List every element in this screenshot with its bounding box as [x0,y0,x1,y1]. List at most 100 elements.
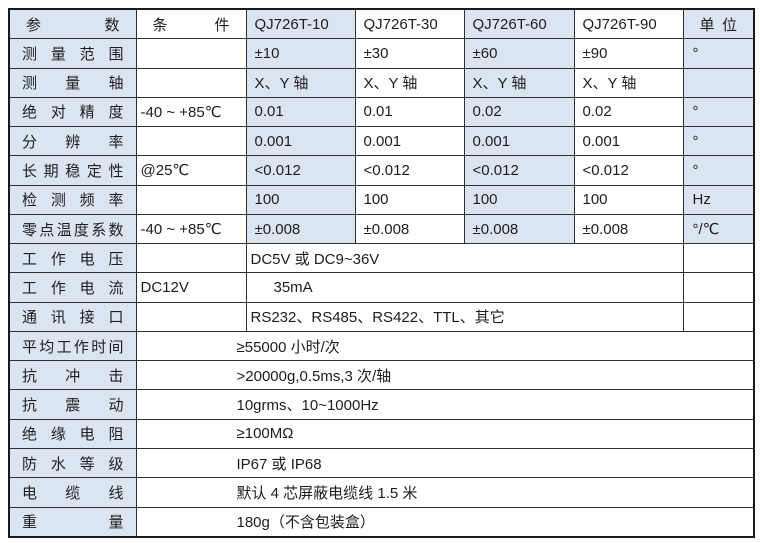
table-row-zero-temp-coefficient: 零点温度系数 -40 ~ +85℃ ±0.008 ±0.008 ±0.008 ±… [8,213,755,245]
param-label: 工作电流 [22,280,124,298]
header-condition: 条件 [135,8,247,40]
value-cell: ±60 [463,38,575,69]
unit-cell: Hz [682,184,755,215]
value-cell: 0.02 [463,96,575,128]
table-row-measure-range: 测量范围 ±10 ±30 ±60 ±90 ° [8,38,755,69]
unit-cell: °/℃ [682,213,755,245]
value-cell: 0.001 [463,126,575,157]
param-label: 重量 [22,514,124,532]
unit-cell [682,272,755,303]
value-cell: X、Y 轴 [354,67,465,98]
header-unit-label: 单位 [699,16,738,34]
header-model-1: QJ726T-10 [245,8,356,40]
value-cell: ±0.008 [354,213,465,245]
param-label: 电缆线 [22,484,124,502]
condition-cell [135,126,247,157]
condition-cell [135,243,247,274]
table-row-working-voltage: 工作电压 DC5V 或 DC9~36V [8,243,755,274]
spec-table: 参数 条件 QJ726T-10 QJ726T-30 QJ726T-60 QJ72… [8,8,755,538]
table-row-resolution: 分辨率 0.001 0.001 0.001 0.001 ° [8,126,755,157]
condition-cell: -40 ~ +85℃ [135,213,247,245]
header-model-3: QJ726T-60 [463,8,575,40]
condition-cell: DC12V [135,272,247,303]
value-cell: 0.001 [354,126,465,157]
merged-value-cell: DC5V 或 DC9~36V [245,243,684,274]
header-model-4: QJ726T-90 [573,8,684,40]
table-row-weight: 重量 180g（不含包装盒） [8,506,755,538]
param-label: 检测频率 [22,192,124,210]
condition-cell [135,301,247,332]
param-label: 工作电压 [22,250,124,268]
header-param-label: 参数 [26,16,120,34]
table-row-communication-interface: 通讯接口 RS232、RS485、RS422、TTL、其它 [8,301,755,332]
value-cell: 0.02 [573,96,684,128]
value-cell: <0.012 [573,155,684,186]
condition-cell [135,184,247,215]
param-label: 抗冲击 [22,367,124,385]
table-row-working-current: 工作电流 DC12V 35mA [8,272,755,303]
value-cell: ±0.008 [463,213,575,245]
value-cell: ±30 [354,38,465,69]
param-label: 测量范围 [22,45,124,63]
header-unit: 单位 [682,8,755,40]
merged-value-cell: 35mA [245,272,684,303]
merged-value-cell: 默认 4 芯屏蔽电缆线 1.5 米 [135,477,755,508]
param-label: 分辨率 [22,133,124,151]
value-cell: 0.001 [245,126,356,157]
param-label: 绝对精度 [22,104,124,122]
merged-value-cell: 180g（不含包装盒） [135,506,755,538]
value-cell: X、Y 轴 [573,67,684,98]
param-label: 测量轴 [22,75,124,93]
merged-value-cell: >20000g,0.5ms,3 次/轴 [135,360,755,391]
table-row-detection-frequency: 检测频率 100 100 100 100 Hz [8,184,755,215]
unit-cell: ° [682,155,755,186]
value-cell: <0.012 [354,155,465,186]
value-cell: X、Y 轴 [245,67,356,98]
param-label: 平均工作时间 [22,338,124,356]
table-row-absolute-accuracy: 绝对精度 -40 ~ +85℃ 0.01 0.01 0.02 0.02 ° [8,96,755,128]
value-cell: 100 [573,184,684,215]
header-model-2: QJ726T-30 [354,8,465,40]
merged-value-cell: 10grms、10~1000Hz [135,389,755,420]
unit-cell [682,243,755,274]
value-cell: ±10 [245,38,356,69]
param-label: 长期稳定性 [22,162,124,180]
condition-cell: @25℃ [135,155,247,186]
merged-value-cell: IP67 或 IP68 [135,447,755,479]
table-row-insulation-resistance: 绝缘电阻 ≥100MΩ [8,418,755,450]
condition-cell: -40 ~ +85℃ [135,96,247,128]
param-label: 通讯接口 [22,309,124,327]
value-cell: 0.01 [245,96,356,128]
table-row-longterm-stability: 长期稳定性 @25℃ <0.012 <0.012 <0.012 <0.012 ° [8,155,755,186]
table-row-waterproof-rating: 防水等级 IP67 或 IP68 [8,447,755,479]
param-label: 零点温度系数 [22,221,124,239]
value-cell: <0.012 [245,155,356,186]
value-cell: 0.001 [573,126,684,157]
unit-cell [682,301,755,332]
merged-value-cell: RS232、RS485、RS422、TTL、其它 [245,301,684,332]
value-cell: 0.01 [354,96,465,128]
merged-value-cell: ≥55000 小时/次 [135,330,755,362]
unit-cell [682,67,755,98]
table-row-mtbf: 平均工作时间 ≥55000 小时/次 [8,330,755,362]
unit-cell: ° [682,96,755,128]
header-param: 参数 [8,8,137,40]
header-condition-label: 条件 [152,16,230,34]
header-row: 参数 条件 QJ726T-10 QJ726T-30 QJ726T-60 QJ72… [8,8,755,40]
unit-cell: ° [682,38,755,69]
value-cell: 100 [245,184,356,215]
table-row-shock-resistance: 抗冲击 >20000g,0.5ms,3 次/轴 [8,360,755,391]
merged-value-cell: ≥100MΩ [135,418,755,450]
table-row-vibration-resistance: 抗震动 10grms、10~1000Hz [8,389,755,420]
condition-cell [135,38,247,69]
table-row-cable: 电缆线 默认 4 芯屏蔽电缆线 1.5 米 [8,477,755,508]
value-cell: 100 [354,184,465,215]
table-row-measure-axis: 测量轴 X、Y 轴 X、Y 轴 X、Y 轴 X、Y 轴 [8,67,755,98]
value-cell: 100 [463,184,575,215]
value-cell: ±90 [573,38,684,69]
value-cell: X、Y 轴 [463,67,575,98]
param-label: 绝缘电阻 [22,426,124,444]
param-label: 抗震动 [22,397,124,415]
param-label: 防水等级 [22,455,124,473]
value-cell: <0.012 [463,155,575,186]
